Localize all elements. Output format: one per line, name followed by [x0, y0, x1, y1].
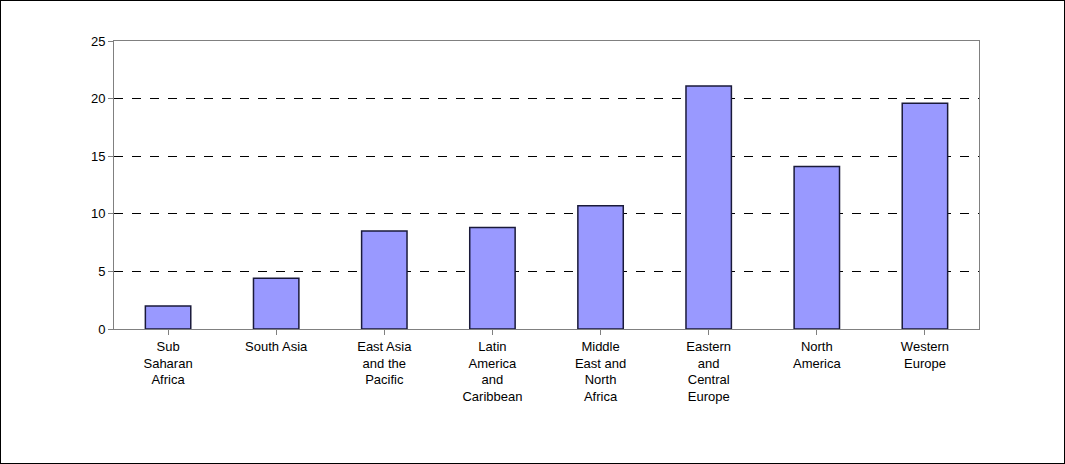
svg-text:0: 0 [98, 322, 105, 337]
svg-text:10: 10 [91, 206, 105, 221]
svg-text:SubSaharanAfrica: SubSaharanAfrica [143, 339, 192, 388]
svg-text:20: 20 [91, 91, 105, 106]
svg-text:WesternEurope: WesternEurope [901, 339, 949, 371]
svg-text:15: 15 [91, 149, 105, 164]
svg-text:EasternandCentralEurope: EasternandCentralEurope [686, 339, 731, 405]
svg-text:25: 25 [91, 34, 105, 49]
svg-text:5: 5 [98, 264, 105, 279]
svg-text:East Asiaand thePacific: East Asiaand thePacific [357, 339, 412, 388]
svg-text:LatinAmericaandCaribbean: LatinAmericaandCaribbean [462, 339, 522, 405]
svg-text:South Asia: South Asia [245, 339, 308, 354]
svg-text:MiddleEast andNorthAfrica: MiddleEast andNorthAfrica [575, 339, 626, 405]
svg-text:NorthAmerica: NorthAmerica [793, 339, 841, 371]
